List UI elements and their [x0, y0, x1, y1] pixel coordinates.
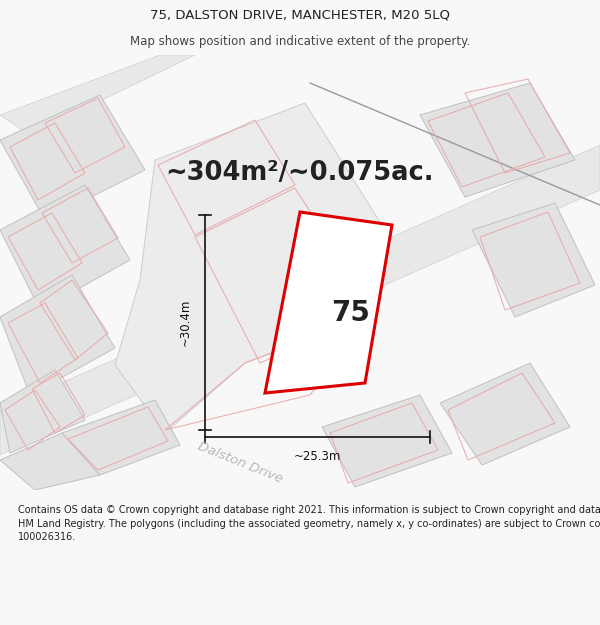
Text: 75: 75 [331, 299, 370, 328]
Polygon shape [0, 55, 195, 135]
Polygon shape [0, 370, 85, 453]
Text: ~304m²/~0.075ac.: ~304m²/~0.075ac. [166, 160, 434, 186]
Polygon shape [0, 185, 130, 310]
Polygon shape [322, 395, 452, 487]
Polygon shape [115, 103, 385, 433]
Polygon shape [0, 145, 600, 455]
Text: 75, DALSTON DRIVE, MANCHESTER, M20 5LQ: 75, DALSTON DRIVE, MANCHESTER, M20 5LQ [150, 9, 450, 22]
Polygon shape [472, 203, 595, 317]
Text: ~30.4m: ~30.4m [179, 299, 191, 346]
Text: Contains OS data © Crown copyright and database right 2021. This information is : Contains OS data © Crown copyright and d… [18, 506, 600, 542]
Text: Dalston Drive: Dalston Drive [196, 440, 284, 486]
Polygon shape [265, 212, 392, 393]
Polygon shape [0, 275, 115, 395]
Polygon shape [420, 83, 575, 197]
Polygon shape [0, 95, 145, 220]
Text: ~25.3m: ~25.3m [294, 451, 341, 464]
Text: Map shows position and indicative extent of the property.: Map shows position and indicative extent… [130, 35, 470, 48]
Polygon shape [440, 363, 570, 465]
Polygon shape [0, 433, 100, 490]
Polygon shape [62, 400, 180, 475]
